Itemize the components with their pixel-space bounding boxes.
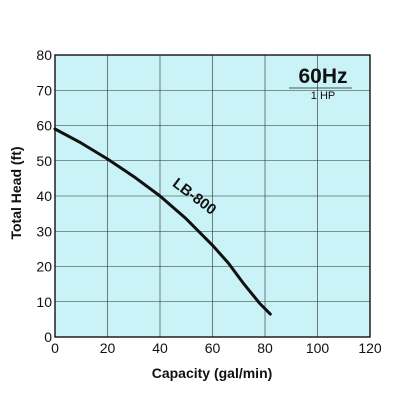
horsepower-label: 1 HP xyxy=(311,90,335,102)
y-tick-label: 60 xyxy=(36,118,52,134)
x-tick-label: 60 xyxy=(205,340,221,356)
y-tick-label: 20 xyxy=(36,259,52,275)
x-tick-label: 20 xyxy=(100,340,116,356)
y-tick-label: 50 xyxy=(36,153,52,169)
x-axis-title: Capacity (gal/min) xyxy=(152,365,273,381)
y-axis-title: Total Head (ft) xyxy=(8,146,24,239)
x-tick-label: 40 xyxy=(152,340,168,356)
x-tick-label: 80 xyxy=(257,340,273,356)
y-tick-label: 10 xyxy=(36,294,52,310)
y-tick-label: 40 xyxy=(36,188,52,204)
y-axis-ticks: 0 10 20 30 40 50 60 70 80 xyxy=(36,47,52,345)
plot-border xyxy=(54,54,371,338)
x-axis-ticks: 0 20 40 60 80 100 120 xyxy=(51,340,382,356)
x-tick-label: 120 xyxy=(358,340,382,356)
x-tick-label: 100 xyxy=(306,340,330,356)
y-tick-label: 0 xyxy=(44,329,52,345)
y-tick-label: 70 xyxy=(36,82,52,98)
y-tick-label: 30 xyxy=(36,223,52,239)
y-tick-label: 80 xyxy=(36,47,52,63)
x-tick-label: 0 xyxy=(51,340,59,356)
series-line-lb-800 xyxy=(53,127,272,316)
frequency-label: 60Hz xyxy=(298,65,347,88)
